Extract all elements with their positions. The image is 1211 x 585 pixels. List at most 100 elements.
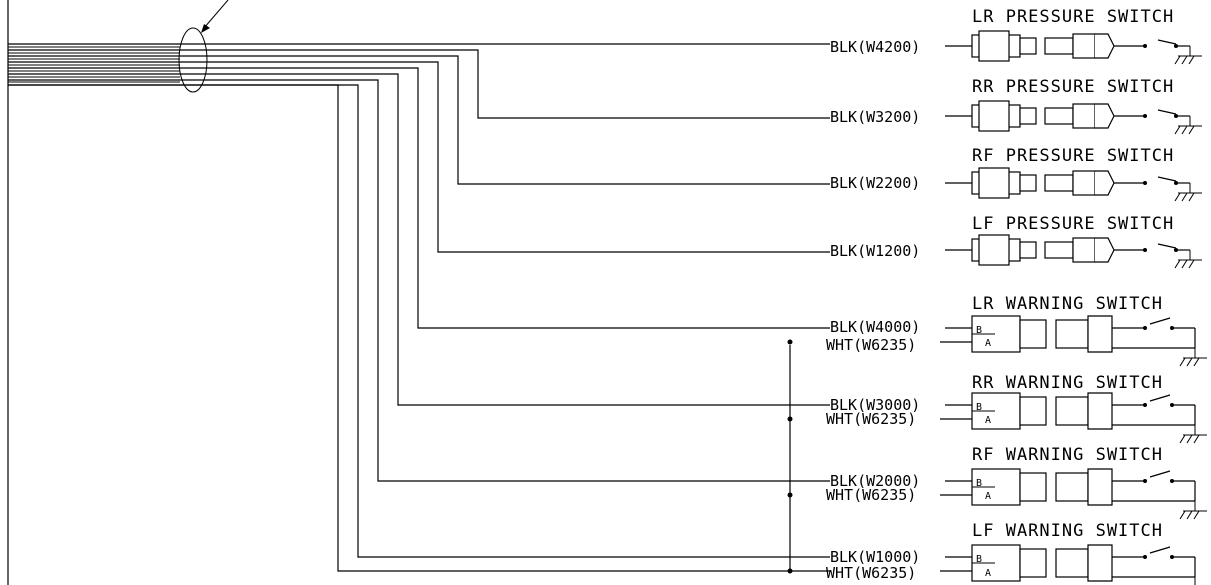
connector-tab [1019,107,1037,125]
wire-label: BLK(W3000) [830,396,920,414]
connector-tab [1019,174,1037,192]
warning-switch-title: LR WARNING SWITCH [972,294,1163,314]
wire-label: BLK(W1000) [830,548,920,566]
connector-tab [1019,472,1047,502]
contact-dot [1143,181,1147,185]
leader-arrowhead [201,24,210,33]
pressure-switch-row [945,167,1202,202]
warning-switch-title: RR WARNING SWITCH [972,373,1163,393]
bundle-wire [8,84,830,572]
pin-label-b: B [976,402,982,413]
wire-label: WHT(W6235) [826,486,916,504]
wire-label: BLK(W2000) [830,472,920,490]
switch-body [1072,237,1096,263]
ground-icon [1186,434,1193,444]
switch-blade [1149,394,1171,402]
warning-switch-row [787,544,1196,585]
bundle-ellipse [178,27,208,93]
connector-latch [978,100,1010,132]
ground-icon [1181,55,1188,65]
pressure-switch-row [945,234,1202,269]
ground-icon [1179,510,1186,520]
pressure-switch-title: RR PRESSURE SWITCH [972,77,1174,97]
switch-body [1087,392,1113,430]
contact-dot [1143,555,1147,559]
ground-icon [1188,192,1195,202]
contact-dot [1143,326,1147,330]
switch-cap [1095,33,1115,59]
switch-connector [1055,396,1089,426]
wire-label: WHT(W6235) [826,336,916,354]
bundle-wire [8,61,830,253]
ground-icon [1174,125,1181,135]
contact-dot [1143,44,1147,48]
wire-label: WHT(W6235) [826,410,916,428]
switch-body [1087,544,1113,582]
junction-dot [787,568,793,574]
switch-connector [1055,319,1089,349]
bundle-wire [8,73,830,406]
switch-blade [1149,317,1171,325]
switch-blade [1157,39,1177,45]
warning-switch-title: RF WARNING SWITCH [972,445,1163,465]
switch-connector [1055,472,1089,502]
switch-connector [1044,107,1074,125]
wire-label: BLK(W2200) [830,174,920,192]
pressure-switch-title: LR PRESSURE SWITCH [972,7,1174,27]
bundle-wire [8,79,830,482]
warning-switch-row [787,315,1207,367]
pin-label-a: A [985,338,991,349]
connector-tab [1019,319,1047,349]
pressure-switch-title: LF PRESSURE SWITCH [972,214,1174,234]
switch-blade [1149,546,1171,554]
leader-line [203,0,229,29]
ground-icon [1186,510,1193,520]
wire-label: BLK(W3200) [830,108,920,126]
ground-icon [1188,259,1195,269]
switch-connector [1044,37,1074,55]
pressure-switch-row [945,30,1202,65]
pressure-switch-title: RF PRESSURE SWITCH [972,146,1174,166]
ground-icon [1181,192,1188,202]
switch-body [1072,33,1096,59]
bundle-wire [8,67,830,329]
ground-icon [1181,259,1188,269]
wire-label: WHT(W6235) [826,564,916,582]
contact-dot [1143,114,1147,118]
switch-cap [1095,237,1115,263]
ground-icon [1174,55,1181,65]
switch-body [1087,468,1113,506]
connector-tab [1019,548,1047,578]
ground-icon [1174,192,1181,202]
wire-label: BLK(W4000) [830,318,920,336]
switch-blade [1157,109,1177,115]
switch-connector [1044,241,1074,259]
switch-blade [1157,243,1177,249]
switch-cap [1095,170,1115,196]
warning-switch-title: LF WARNING SWITCH [972,521,1163,541]
switch-body [1072,170,1096,196]
switch-blade [1157,176,1177,182]
ground-icon [1179,357,1186,367]
pressure-switch-row [945,100,1202,135]
pin-label-a: A [985,491,991,502]
contact-dot [1143,248,1147,252]
bundle-wire [8,55,830,185]
contact-dot [1143,403,1147,407]
ground-icon [1186,357,1193,367]
connector-latch [978,234,1010,266]
ground-icon [1193,357,1200,367]
pin-label-b: B [976,554,982,565]
switch-blade [1149,470,1171,478]
ground-icon [1193,510,1200,520]
ground-icon [1179,434,1186,444]
junction-dot [787,339,793,345]
ground-icon [1174,259,1181,269]
pin-label-b: B [976,325,982,336]
ground-icon [1181,125,1188,135]
wire-label: BLK(W4200) [830,38,920,56]
connector-tab [1019,396,1047,426]
switch-body [1087,315,1113,353]
wire-label: BLK(W1200) [830,242,920,260]
